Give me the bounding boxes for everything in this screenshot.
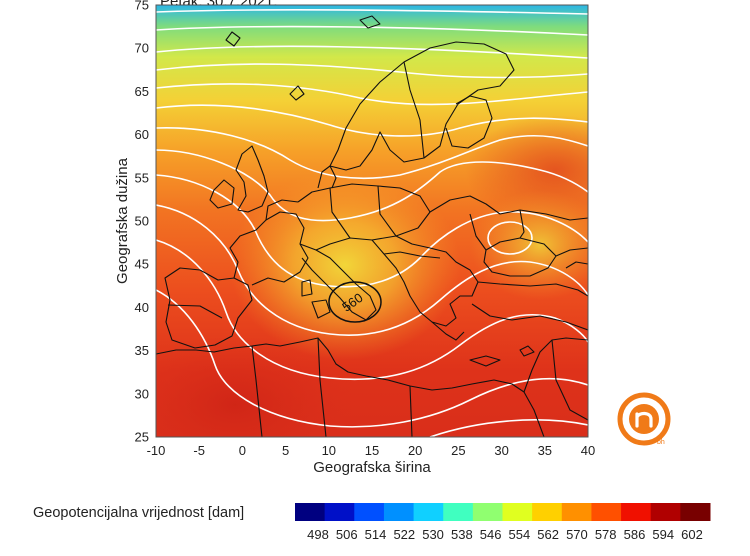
- y-tick-label: 70: [135, 41, 149, 56]
- colorbar-tick-label: 554: [509, 527, 531, 542]
- colorbar-swatch: [295, 503, 326, 521]
- colorbar-tick-label: 522: [393, 527, 415, 542]
- colorbar-tick-label: 586: [624, 527, 646, 542]
- colorbar-swatch: [621, 503, 652, 521]
- y-tick-label: 25: [135, 430, 149, 445]
- contour-lines: [156, 9, 588, 437]
- x-tick-label: 35: [538, 443, 552, 458]
- colorbar-swatch: [532, 503, 563, 521]
- x-tick-label: 25: [451, 443, 465, 458]
- colorbar-tick-label: 514: [365, 527, 387, 542]
- y-tick-label: 45: [135, 257, 149, 272]
- geopotential-field: 560: [156, 5, 588, 437]
- colorbar-ticks: 498 506 514 522 530 538 546 554 562 570 578 586 594 6…: [307, 527, 703, 542]
- y-tick-label: 60: [135, 127, 149, 142]
- x-axis-ticks: -10 -5 0 5 10 15 20 25 30 35 40: [147, 443, 596, 458]
- colorbar-tick-label: 562: [537, 527, 559, 542]
- x-tick-label: 40: [581, 443, 595, 458]
- colorbar-tick-label: 506: [336, 527, 358, 542]
- colorbar-tick-label: 602: [681, 527, 703, 542]
- x-tick-label: 10: [322, 443, 336, 458]
- y-axis-ticks: 25 30 35 40 45 50 55 60 65 70 75: [135, 0, 149, 445]
- colorbar-tick-label: 546: [480, 527, 502, 542]
- x-axis-label: Geografska širina: [313, 459, 431, 476]
- colorbar-swatch: [680, 503, 711, 521]
- colorbar-swatch: [650, 503, 681, 521]
- colorbar-tick-label: 538: [451, 527, 473, 542]
- colorbar-tick-label: 578: [595, 527, 617, 542]
- y-tick-label: 30: [135, 386, 149, 401]
- colorbar-swatch: [591, 503, 622, 521]
- colorbar-label: Geopotencijalna vrijednost [dam]: [33, 505, 245, 521]
- plot-frame: [155, 4, 589, 438]
- y-tick-label: 40: [135, 300, 149, 315]
- colorbar-swatch: [354, 503, 385, 521]
- x-tick-label: 5: [282, 443, 289, 458]
- colorbar-swatch: [324, 503, 355, 521]
- colorbar-swatch: [383, 503, 415, 521]
- colorbar-swatch: [443, 503, 474, 521]
- colorbar-swatch: [502, 503, 533, 521]
- y-tick-label: 35: [135, 343, 149, 358]
- colorbar-tick-label: 498: [307, 527, 329, 542]
- x-tick-label: -5: [193, 443, 205, 458]
- y-tick-label: 55: [135, 170, 149, 185]
- x-tick-label: -10: [147, 443, 166, 458]
- colorbar-swatch: [413, 503, 444, 521]
- x-tick-label: 30: [494, 443, 508, 458]
- y-axis-label: Geografska dužina: [114, 157, 131, 284]
- x-tick-label: 0: [239, 443, 246, 458]
- colorbar-tick-label: 530: [422, 527, 444, 542]
- y-tick-label: 75: [135, 0, 149, 13]
- y-tick-label: 50: [135, 214, 149, 229]
- x-tick-label: 15: [365, 443, 379, 458]
- colorbar-swatch: [561, 503, 592, 521]
- y-tick-label: 65: [135, 84, 149, 99]
- colorbar-tick-label: 594: [652, 527, 674, 542]
- n-logo-icon: bh: [617, 392, 671, 446]
- x-tick-label: 20: [408, 443, 422, 458]
- coastlines: [156, 15, 588, 437]
- logo-text: bh: [657, 439, 665, 446]
- colorbar-tick-label: 570: [566, 527, 588, 542]
- colorbar: [295, 503, 711, 521]
- colorbar-swatch: [472, 503, 503, 521]
